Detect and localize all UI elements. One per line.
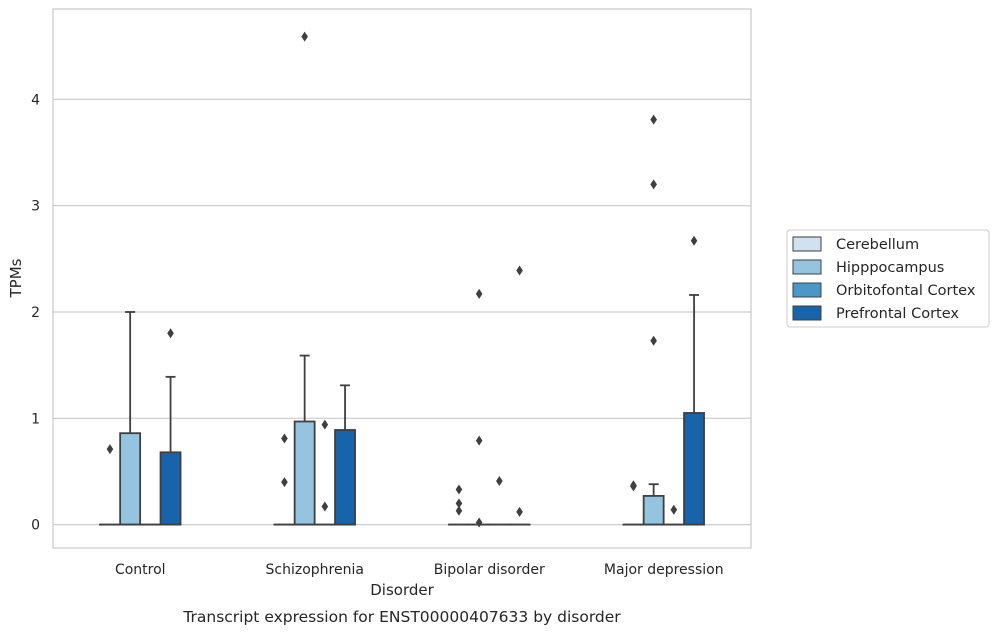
legend-swatch-orbitofontal-cortex (792, 282, 822, 298)
legend-label: Orbitofontal Cortex (836, 283, 976, 299)
legend-frame (786, 229, 990, 328)
legend-swatch-cerebellum (792, 236, 822, 252)
box-plots (99, 294, 705, 526)
y-tick-label: 2 (31, 305, 40, 321)
legend-label: Hipppocampus (836, 260, 944, 276)
legend-swatch-prefrontal-cortex (792, 305, 822, 321)
outlier-point (496, 476, 503, 487)
outlier-point (455, 505, 463, 516)
box-prefrontal-cortex (683, 294, 705, 526)
outlier-point (650, 335, 657, 346)
y-axis-label: TPMs (7, 258, 25, 298)
outlier-point (321, 501, 329, 512)
outlier-point (281, 433, 288, 444)
outlier-point (301, 31, 308, 42)
box-prefrontal-cortex (334, 384, 356, 526)
y-tick-label: 3 (31, 199, 40, 215)
y-tick-label: 4 (31, 92, 40, 108)
y-tick-label: 0 (31, 518, 40, 534)
x-tick-labels: Control Schizophrenia Bipolar disorder Majo… (115, 562, 724, 578)
outlier-point (670, 504, 678, 515)
x-tick-label: Schizophrenia (266, 562, 364, 578)
box-body (642, 495, 665, 526)
legend[interactable]: Cerebellum Hipppocampus Orbitofontal Corte… (786, 229, 990, 328)
legend-label: Prefrontal Cortex (836, 306, 959, 322)
outliers (106, 31, 698, 528)
gridlines (53, 98, 751, 526)
outlier-point (475, 517, 483, 528)
box-hipppocampus (642, 483, 665, 526)
outlier-point (650, 179, 657, 190)
outlier-point (516, 506, 523, 517)
outlier-point (690, 235, 698, 246)
outlier-point (281, 477, 288, 488)
outlier-point (516, 265, 523, 276)
legend-swatch-hipppocampus (792, 259, 822, 275)
outlier-point (106, 444, 114, 455)
box-body (159, 451, 182, 526)
outlier-point (321, 419, 329, 430)
x-tick-label: Control (115, 562, 166, 578)
outlier-point (630, 480, 637, 491)
x-tick-label: Bipolar disorder (434, 562, 545, 578)
chart-caption: Transcript expression for ENST0000040763… (182, 608, 621, 626)
x-axis-label: Disorder (370, 581, 434, 599)
box-body (293, 420, 316, 526)
outlier-point (455, 484, 463, 495)
outlier-point (167, 328, 174, 339)
box-body (334, 429, 356, 526)
box-prefrontal-cortex (159, 375, 182, 526)
y-tick-labels: 0 1 2 3 4 (31, 92, 40, 533)
box-body (683, 412, 705, 526)
outlier-point (650, 114, 657, 125)
x-tick-label: Major depression (604, 562, 724, 578)
legend-label: Cerebellum (836, 237, 919, 253)
plot-frame (52, 8, 752, 549)
outlier-point (455, 498, 463, 509)
y-tick-label: 1 (31, 411, 40, 427)
box-hipppocampus (119, 311, 142, 526)
outlier-point (475, 435, 483, 446)
box-body (119, 432, 142, 526)
box-hipppocampus (293, 354, 316, 526)
outlier-point (475, 288, 483, 299)
